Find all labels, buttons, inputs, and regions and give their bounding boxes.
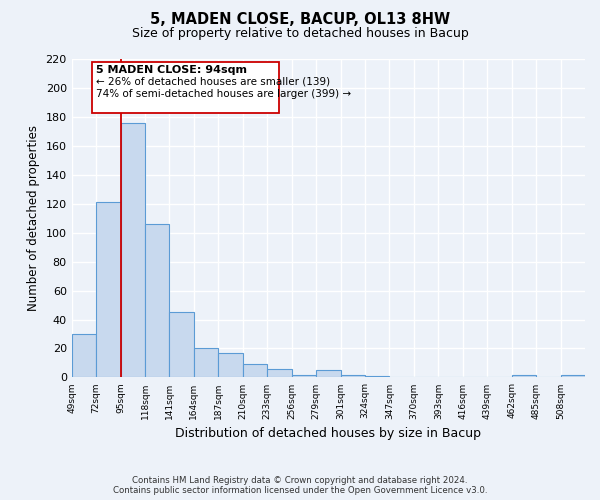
Bar	[145, 224, 169, 378]
Text: 5 MADEN CLOSE: 94sqm: 5 MADEN CLOSE: 94sqm	[96, 65, 247, 75]
Bar	[121, 122, 145, 378]
Bar	[169, 312, 194, 378]
Text: 5, MADEN CLOSE, BACUP, OL13 8HW: 5, MADEN CLOSE, BACUP, OL13 8HW	[150, 12, 450, 28]
Bar	[218, 353, 243, 378]
X-axis label: Distribution of detached houses by size in Bacup: Distribution of detached houses by size …	[175, 427, 481, 440]
Bar	[512, 374, 536, 378]
FancyBboxPatch shape	[92, 62, 280, 112]
Text: ← 26% of detached houses are smaller (139): ← 26% of detached houses are smaller (13…	[96, 76, 330, 86]
Bar	[316, 370, 341, 378]
Bar	[365, 376, 389, 378]
Text: Size of property relative to detached houses in Bacup: Size of property relative to detached ho…	[131, 28, 469, 40]
Bar	[341, 374, 365, 378]
Bar	[292, 374, 316, 378]
Bar	[267, 368, 292, 378]
Y-axis label: Number of detached properties: Number of detached properties	[27, 125, 40, 311]
Bar	[560, 374, 585, 378]
Text: Contains HM Land Registry data © Crown copyright and database right 2024.
Contai: Contains HM Land Registry data © Crown c…	[113, 476, 487, 495]
Text: 74% of semi-detached houses are larger (399) →: 74% of semi-detached houses are larger (…	[96, 90, 351, 100]
Bar	[71, 334, 96, 378]
Bar	[194, 348, 218, 378]
Bar	[96, 202, 121, 378]
Bar	[243, 364, 267, 378]
